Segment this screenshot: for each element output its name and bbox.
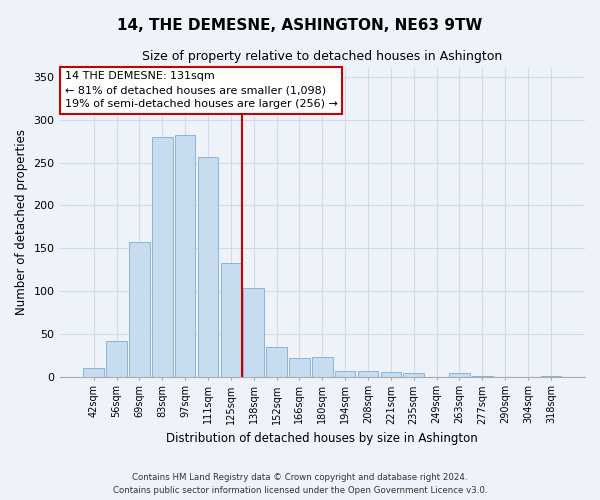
Bar xyxy=(244,288,264,376)
Bar xyxy=(312,357,332,376)
Bar xyxy=(335,370,355,376)
Bar xyxy=(175,135,196,376)
Y-axis label: Number of detached properties: Number of detached properties xyxy=(15,130,28,316)
Bar xyxy=(106,340,127,376)
Bar xyxy=(266,346,287,376)
Bar xyxy=(221,262,241,376)
Bar xyxy=(380,372,401,376)
Bar xyxy=(449,373,470,376)
Bar xyxy=(152,137,173,376)
Title: Size of property relative to detached houses in Ashington: Size of property relative to detached ho… xyxy=(142,50,502,63)
Text: 14 THE DEMESNE: 131sqm
← 81% of detached houses are smaller (1,098)
19% of semi-: 14 THE DEMESNE: 131sqm ← 81% of detached… xyxy=(65,72,338,110)
Bar xyxy=(129,242,150,376)
Bar xyxy=(358,372,378,376)
Bar xyxy=(83,368,104,376)
Text: Contains HM Land Registry data © Crown copyright and database right 2024.
Contai: Contains HM Land Registry data © Crown c… xyxy=(113,474,487,495)
Text: 14, THE DEMESNE, ASHINGTON, NE63 9TW: 14, THE DEMESNE, ASHINGTON, NE63 9TW xyxy=(118,18,482,32)
Bar xyxy=(403,373,424,376)
Bar xyxy=(289,358,310,376)
X-axis label: Distribution of detached houses by size in Ashington: Distribution of detached houses by size … xyxy=(166,432,478,445)
Bar xyxy=(198,158,218,376)
